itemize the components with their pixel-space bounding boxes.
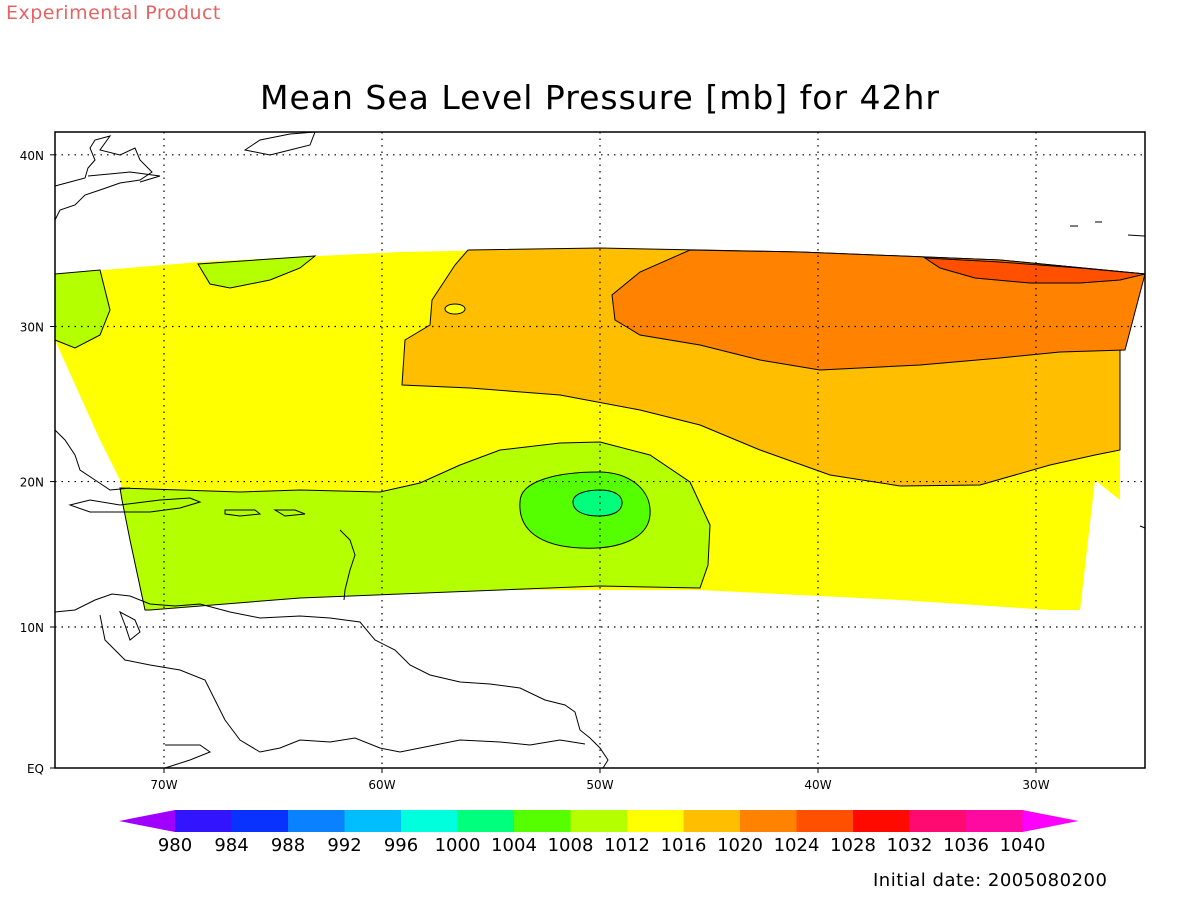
colorbar-arrow-high [1022, 810, 1079, 832]
colorbar-segment [175, 810, 232, 832]
colorbar-segment [231, 810, 289, 832]
colorbar-label: 1012 [604, 835, 650, 856]
colorbar-label: 1040 [1000, 835, 1046, 856]
map-frame [54, 131, 1146, 769]
colorbar-label: 1000 [435, 835, 481, 856]
map-title: Mean Sea Level Pressure [mb] for 42hr [259, 78, 941, 117]
initial-date-label: Initial date: 2005080200 [873, 870, 1108, 891]
colorbar-segment [627, 810, 684, 832]
colorbar-segment [853, 810, 910, 832]
colorbar-segment [966, 810, 1023, 832]
lat-tick-label: EQ [27, 762, 44, 776]
colorbar-label: 988 [271, 835, 305, 856]
lat-tick-label: 40N [20, 149, 44, 163]
colorbar-arrow-low [119, 810, 175, 832]
colorbar-label: 1016 [661, 835, 707, 856]
colorbar-segment [457, 810, 515, 832]
nw-ridge-zone-2 [197, 255, 317, 289]
small-contour-island [444, 303, 466, 315]
colorbar-label: 1008 [548, 835, 594, 856]
lon-tick-label: 50W [586, 778, 613, 792]
lon-tick-label: 40W [804, 778, 831, 792]
colorbar-segment [514, 810, 571, 832]
lat-tick-label: 20N [20, 476, 44, 490]
colorbar-label: 1024 [774, 835, 820, 856]
colorbar-segment [288, 810, 345, 832]
colorbar-label: 984 [214, 835, 248, 856]
latitude-labels: EQ 10N 20N 30N 40N [20, 149, 44, 776]
colorbar-label: 1020 [717, 835, 763, 856]
colorbar-label: 992 [327, 835, 361, 856]
colorbar-segment [344, 810, 402, 832]
colorbar-segment [401, 810, 458, 832]
lon-tick-label: 70W [150, 778, 177, 792]
colorbar-segment [740, 810, 797, 832]
grid-lines [50, 132, 1145, 773]
colorbar-label: 1004 [491, 835, 537, 856]
colorbar-label: 1036 [943, 835, 989, 856]
colorbar-label: 996 [384, 835, 418, 856]
colorbar-segment [909, 810, 967, 832]
colorbar-segment [683, 810, 741, 832]
longitude-labels: 70W 60W 50W 40W 30W [150, 778, 1049, 792]
experimental-product-label: Experimental Product [6, 2, 221, 24]
lon-tick-label: 60W [368, 778, 395, 792]
lat-tick-label: 10N [20, 621, 44, 635]
colorbar-label: 1028 [830, 835, 876, 856]
colorbar-label: 1032 [887, 835, 933, 856]
colorbar-segment [796, 810, 854, 832]
colorbar-label: 980 [158, 835, 192, 856]
high-core-zone [923, 257, 1146, 284]
lon-tick-label: 30W [1022, 778, 1049, 792]
colorbar-segment [570, 810, 628, 832]
lat-tick-label: 30N [20, 320, 44, 334]
coastlines [54, 131, 1146, 769]
low-core-zone [572, 489, 623, 517]
colorbar: 980 984 988 992 996 1000 1004 1008 1012 1016 1020 1… [119, 810, 1079, 856]
